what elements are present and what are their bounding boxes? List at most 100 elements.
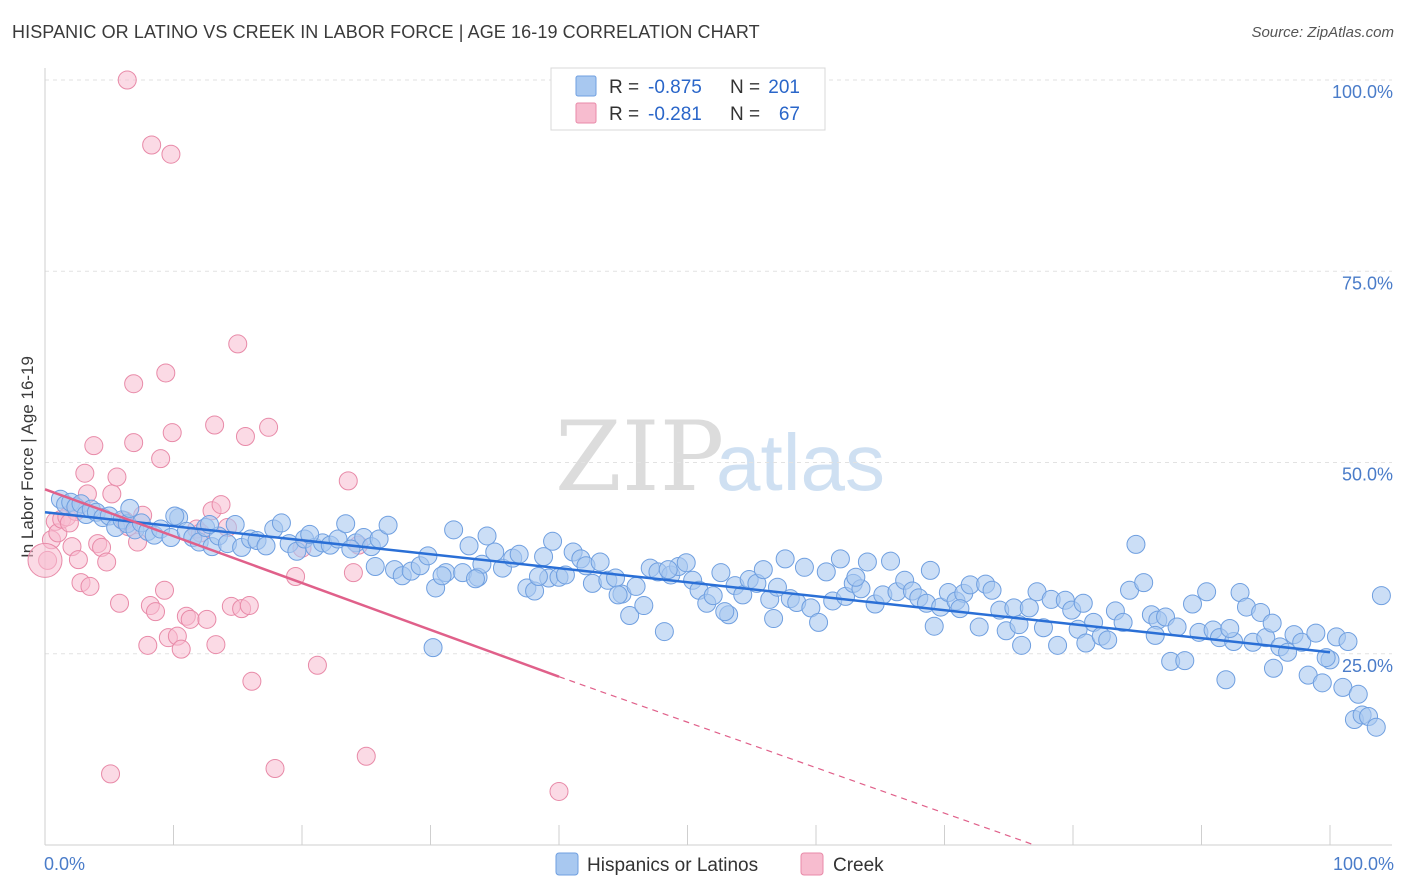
creek-point-19 xyxy=(110,593,130,613)
hispanic-point-74 xyxy=(590,552,610,572)
creek-point-49 xyxy=(265,759,285,778)
stats-swatch-hispanic xyxy=(575,75,597,97)
y-tick-label-50: 50.0% xyxy=(1342,465,1393,485)
hispanic-point-97 xyxy=(753,560,773,580)
hispanic-point-192 xyxy=(432,566,452,586)
hispanic-point-62 xyxy=(509,544,529,564)
hispanic-point-176 xyxy=(1312,673,1332,693)
hispanic-point-187 xyxy=(165,506,185,526)
y-axis-label: In Labor Force | Age 16-19 xyxy=(18,356,37,558)
y-tick-labels: 25.0% 50.0% 75.0% 100.0% xyxy=(1332,82,1393,676)
y-tick-label-25: 25.0% xyxy=(1342,656,1393,676)
stats-r-label-hispanic: R = xyxy=(609,77,639,98)
hispanic-point-173 xyxy=(1292,632,1312,652)
creek-point-27 xyxy=(146,602,166,622)
hispanic-point-86 xyxy=(676,553,696,573)
x-tick-label-max: 100.0% xyxy=(1333,854,1394,874)
legend-swatch-hispanic xyxy=(555,852,579,876)
hispanic-point-155 xyxy=(1167,617,1187,637)
creek-point-8 xyxy=(68,550,88,570)
hispanic-point-197 xyxy=(715,602,735,622)
watermark-zip: ZIP xyxy=(555,401,724,513)
legend-label-creek: Creek xyxy=(833,855,884,876)
creek-point-55 xyxy=(356,746,376,766)
creek-point-47 xyxy=(242,671,262,691)
stats-n-label-creek: N = xyxy=(730,104,760,125)
hispanic-point-100 xyxy=(775,549,795,569)
creek-point-52 xyxy=(307,655,327,675)
hispanic-point-191 xyxy=(365,557,385,577)
hispanic-point-208 xyxy=(1348,684,1368,704)
hispanic-point-127 xyxy=(969,617,989,637)
creek-point-59 xyxy=(124,374,144,394)
watermark: ZIP atlas xyxy=(555,401,885,513)
y-tick-label-100: 100.0% xyxy=(1332,82,1393,102)
stats-legend: R = -0.875 N = 201 R = -0.281 N = 67 xyxy=(550,67,826,131)
hispanic-point-204 xyxy=(1145,625,1165,645)
hispanic-point-106 xyxy=(816,562,836,582)
creek-points xyxy=(27,70,569,801)
hispanic-points xyxy=(50,489,1391,737)
hispanic-point-195 xyxy=(608,585,628,605)
creek-point-46 xyxy=(235,426,255,446)
creek-point-40 xyxy=(206,635,226,655)
legend-swatch-creek xyxy=(800,852,824,876)
hispanic-point-180 xyxy=(1338,632,1358,652)
creek-point-60 xyxy=(156,363,176,383)
hispanic-point-80 xyxy=(634,596,654,616)
creek-point-edge xyxy=(27,542,63,578)
hispanic-point-200 xyxy=(920,560,940,580)
hispanic-point-67 xyxy=(543,531,563,551)
hispanic-point-31 xyxy=(256,536,276,556)
source-label: Source: ZipAtlas.com xyxy=(1251,24,1394,41)
hispanic-point-149 xyxy=(1126,534,1146,554)
hispanic-point-78 xyxy=(620,606,640,625)
hispanic-point-33 xyxy=(271,513,291,533)
hispanic-point-136 xyxy=(1033,618,1053,638)
trend-lines xyxy=(44,488,1331,846)
stats-n-value-creek: 67 xyxy=(779,104,800,125)
hispanic-point-147 xyxy=(1113,612,1133,632)
creek-point-29 xyxy=(155,580,175,600)
hispanic-point-189 xyxy=(300,524,320,544)
hispanic-point-91 xyxy=(711,563,731,583)
hispanic-point-199 xyxy=(846,567,866,587)
creek-point-58 xyxy=(161,144,181,164)
creek-point-57 xyxy=(142,135,162,155)
hispanic-point-203 xyxy=(1073,593,1093,613)
hispanic-point-207 xyxy=(1316,648,1336,668)
creek-point-16 xyxy=(97,552,117,572)
creek-point-17 xyxy=(102,484,122,504)
creek-trend-line xyxy=(44,488,560,678)
creek-point-28 xyxy=(151,449,171,469)
hispanic-point-157 xyxy=(1183,594,1203,614)
x-axis-ticks xyxy=(173,825,1331,845)
stats-r-value-hispanic: -0.875 xyxy=(648,77,702,98)
stats-r-label-creek: R = xyxy=(609,104,639,125)
hispanic-point-83 xyxy=(654,622,674,642)
hispanic-point-184 xyxy=(1366,717,1386,737)
hispanic-point-145 xyxy=(1098,630,1118,650)
hispanic-point-54 xyxy=(444,520,464,540)
creek-point-25 xyxy=(138,635,158,655)
stats-n-value-hispanic: 201 xyxy=(768,77,800,98)
hispanic-point-56 xyxy=(459,536,479,556)
y-tick-label-75: 75.0% xyxy=(1342,273,1393,293)
hispanic-point-185 xyxy=(1371,586,1391,606)
creek-point-38 xyxy=(197,609,217,629)
creek-point-64 xyxy=(101,764,121,784)
hispanic-point-156 xyxy=(1175,651,1195,671)
series-legend: Hispanics or Latinos Creek xyxy=(555,852,884,876)
hispanic-point-103 xyxy=(794,557,814,577)
hispanic-point-175 xyxy=(1306,623,1326,643)
creek-point-31 xyxy=(162,423,182,443)
creek-point-33 xyxy=(171,639,191,659)
creek-point-18 xyxy=(107,467,127,487)
hispanic-point-41 xyxy=(336,514,356,534)
hispanic-point-186 xyxy=(120,498,140,518)
hispanic-point-201 xyxy=(950,599,970,619)
hispanic-point-115 xyxy=(881,551,901,571)
chart-title: HISPANIC OR LATINO VS CREEK IN LABOR FOR… xyxy=(12,22,760,42)
hispanic-point-90 xyxy=(703,586,723,606)
